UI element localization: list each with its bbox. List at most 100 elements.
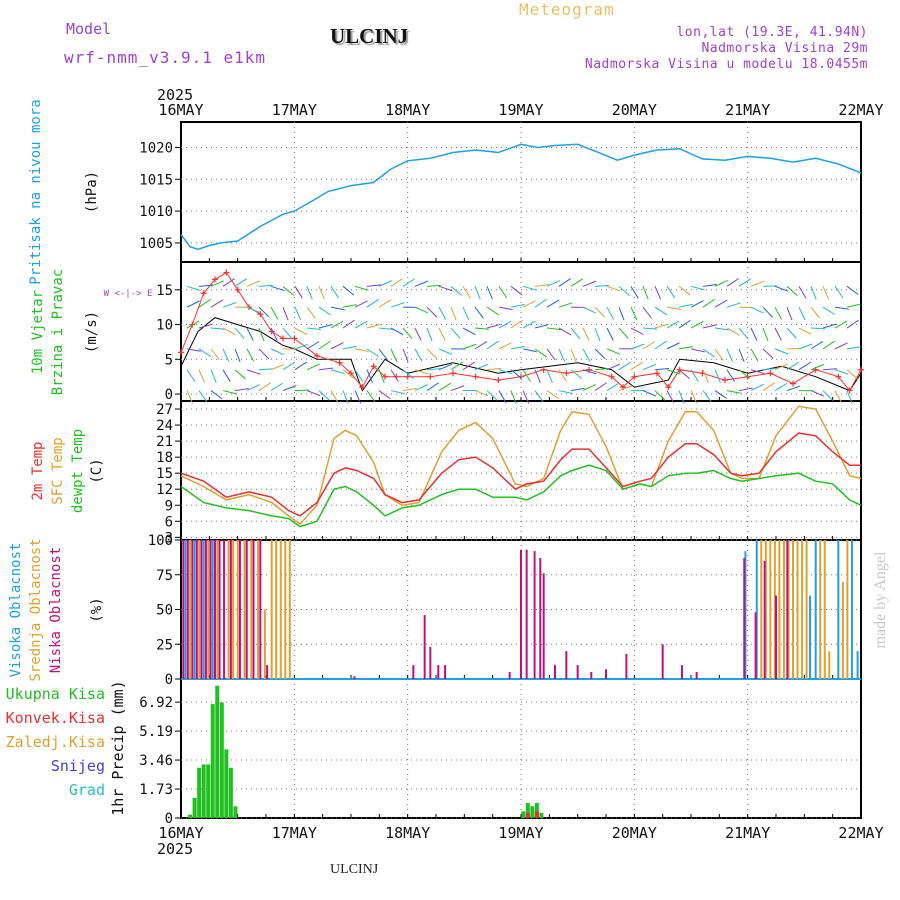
wind-arrow: [822, 390, 834, 401]
y-tick-label: 10: [156, 318, 173, 334]
y-tick-label: 1.73: [139, 782, 173, 798]
wind-arrow: [786, 327, 797, 339]
wind-arrow: [246, 384, 260, 392]
cloud-bar: [695, 672, 698, 679]
wind-speed-marker: [212, 276, 218, 283]
wind-speed-marker: [427, 373, 434, 380]
wind-arrow: [486, 286, 493, 300]
wind-arrow: [426, 382, 439, 391]
wind-arrow: [426, 348, 438, 360]
wind-arrow: [342, 390, 349, 404]
precip-bar: [525, 802, 530, 818]
wind-arrow: [582, 280, 597, 287]
wind-arrow: [498, 390, 507, 403]
wind-arrow: [714, 327, 729, 331]
wind-arrow: [726, 348, 734, 362]
wind-arrow: [234, 348, 241, 363]
wind-arrow: [726, 278, 739, 287]
panel-1: [180, 121, 862, 263]
wind-arrow: [534, 348, 547, 358]
wind-speed-marker: [314, 352, 320, 359]
date-label-top: 19MAY: [498, 101, 543, 119]
cloud-bar: [743, 558, 746, 679]
wind-arrow: [606, 382, 620, 392]
wind-arrow: [402, 327, 413, 339]
wind-compass: W <-|-> E: [104, 289, 153, 299]
cloud-bar: [204, 540, 207, 679]
wind-arrow: [750, 327, 758, 341]
cloud-bar: [819, 540, 822, 679]
precip-bar: [525, 812, 530, 818]
cloud-bar: [191, 540, 194, 679]
y-tick-label: 75: [156, 568, 173, 584]
wind-arrow: [198, 298, 211, 308]
wind-speed-marker: [790, 380, 796, 387]
y-tick-label: 0: [165, 387, 173, 403]
wind-arrow: [642, 306, 652, 319]
wind-arrow: [258, 368, 274, 371]
cloud-bar: [823, 540, 826, 679]
wind-arrow: [522, 285, 537, 291]
wind-arrow: [534, 284, 549, 287]
wind-arrow: [522, 369, 531, 382]
wind-arrow: [462, 327, 476, 336]
wind-arrow: [798, 286, 807, 299]
cloud-bar: [764, 540, 767, 679]
altitude-text: Nadmorska Visina 29m: [701, 41, 868, 56]
date-label-top: 21MAY: [725, 101, 770, 119]
y-tick-label: 1015: [139, 172, 173, 188]
wind-arrow: [354, 300, 368, 308]
y-tick-label: 6: [165, 514, 173, 530]
cloud-bar: [856, 651, 859, 679]
wind-arrow: [390, 278, 403, 287]
wind-arrow: [186, 285, 201, 291]
2m-temp-line: [180, 432, 861, 517]
wind-speed-marker: [450, 370, 456, 377]
wind-arrow: [318, 306, 331, 316]
cloud-bar: [778, 540, 781, 679]
wind-arrow: [330, 320, 344, 329]
cloud-bar: [279, 540, 282, 679]
wind-arrow: [498, 320, 512, 329]
wind-arrow: [534, 369, 541, 383]
wind-arrow: [246, 348, 255, 362]
wind-arrow: [354, 285, 369, 291]
wind-arrow: [582, 306, 596, 314]
cloud-bar: [288, 540, 291, 679]
product-title: Meteogram: [519, 0, 615, 19]
wind-arrow: [594, 327, 601, 342]
wind-arrow: [666, 369, 681, 375]
wind-arrow: [606, 348, 621, 355]
wind-arrow: [750, 369, 765, 375]
wind-arrow: [510, 319, 523, 329]
wind-arrow: [642, 286, 649, 300]
wind-arrow: [438, 363, 453, 371]
wind-arrow: [294, 286, 303, 299]
y-tick-label: 3.46: [139, 753, 173, 769]
wind-arrow: [222, 390, 237, 395]
pressure-label: Pritisak na nivou mora: [28, 99, 44, 284]
wind-arrow: [318, 286, 325, 300]
wind-arrow: [690, 348, 705, 353]
precip-bar: [534, 802, 539, 818]
wind-arrow: [450, 327, 461, 339]
wind-arrow: [498, 369, 513, 375]
wind-label-2: Brzina i Pravac: [50, 269, 66, 395]
cloud-bar: [229, 540, 232, 679]
wind-arrow: [774, 382, 788, 392]
wind-arrow: [306, 390, 321, 397]
cloud-bar: [211, 540, 214, 679]
cloud-bar: [209, 540, 212, 679]
wind-arrow: [750, 280, 765, 287]
wind-arrow: [210, 390, 223, 400]
wind-arrow: [774, 327, 782, 341]
wind-arrow: [282, 306, 289, 321]
wind-arrow: [318, 390, 330, 401]
wind-arrow: [402, 369, 414, 380]
y-tick-label: 3: [165, 530, 173, 546]
wind-arrow: [270, 382, 284, 391]
wind-arrow: [414, 280, 429, 287]
wind-arrow: [678, 285, 691, 296]
wind-arrow: [558, 390, 573, 394]
cloud-bar: [223, 540, 226, 679]
